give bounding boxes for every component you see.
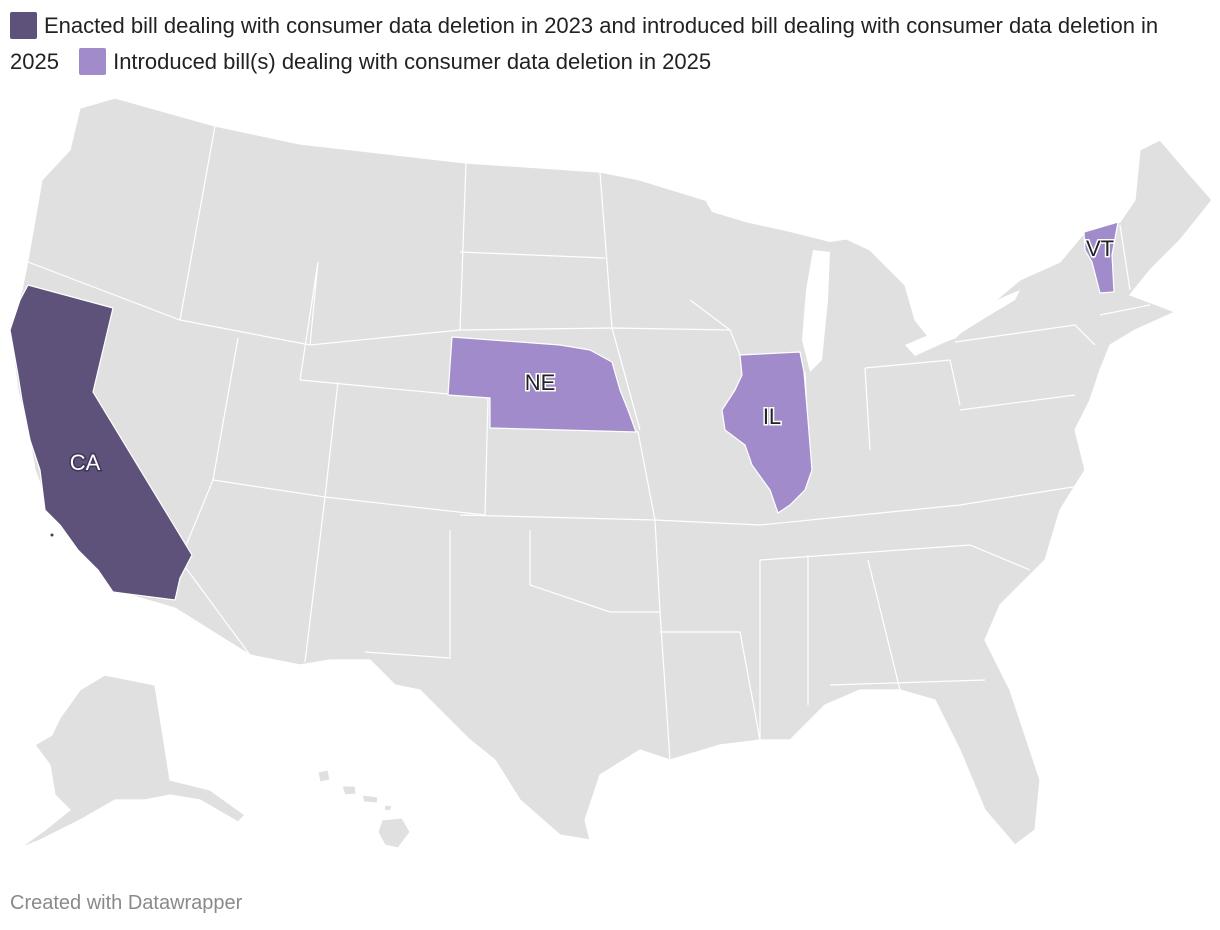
state-ne xyxy=(447,336,637,433)
state-hi xyxy=(317,769,411,849)
label-vt: VT xyxy=(1086,236,1114,261)
state-ca xyxy=(9,284,193,601)
legend-label-introduced: Introduced bill(s) dealing with consumer… xyxy=(113,49,712,74)
legend-swatch-introduced xyxy=(79,48,107,75)
state-il xyxy=(721,351,813,514)
label-ne: NE xyxy=(525,370,556,395)
lake-michigan xyxy=(802,250,830,372)
lake-superior xyxy=(705,195,870,242)
label-ca: CA xyxy=(70,450,101,475)
state-vt xyxy=(1083,221,1119,294)
us-base xyxy=(9,97,1213,846)
credit-text: Created with Datawrapper xyxy=(10,892,243,914)
legend-item-introduced: Introduced bill(s) dealing with consumer… xyxy=(79,48,712,75)
lake-erie-ontario xyxy=(905,290,1020,356)
legend-item-enacted: Enacted bill dealing with consumer data … xyxy=(10,12,1159,74)
legend-swatch-enacted xyxy=(10,12,37,39)
island-marker xyxy=(50,533,54,537)
legend: Enacted bill dealing with consumer data … xyxy=(10,8,1190,80)
legend-label-enacted: Enacted bill dealing with consumer data … xyxy=(10,13,1159,74)
state-borders xyxy=(27,125,1151,761)
state-ak xyxy=(19,674,246,849)
label-il: IL xyxy=(763,404,781,429)
